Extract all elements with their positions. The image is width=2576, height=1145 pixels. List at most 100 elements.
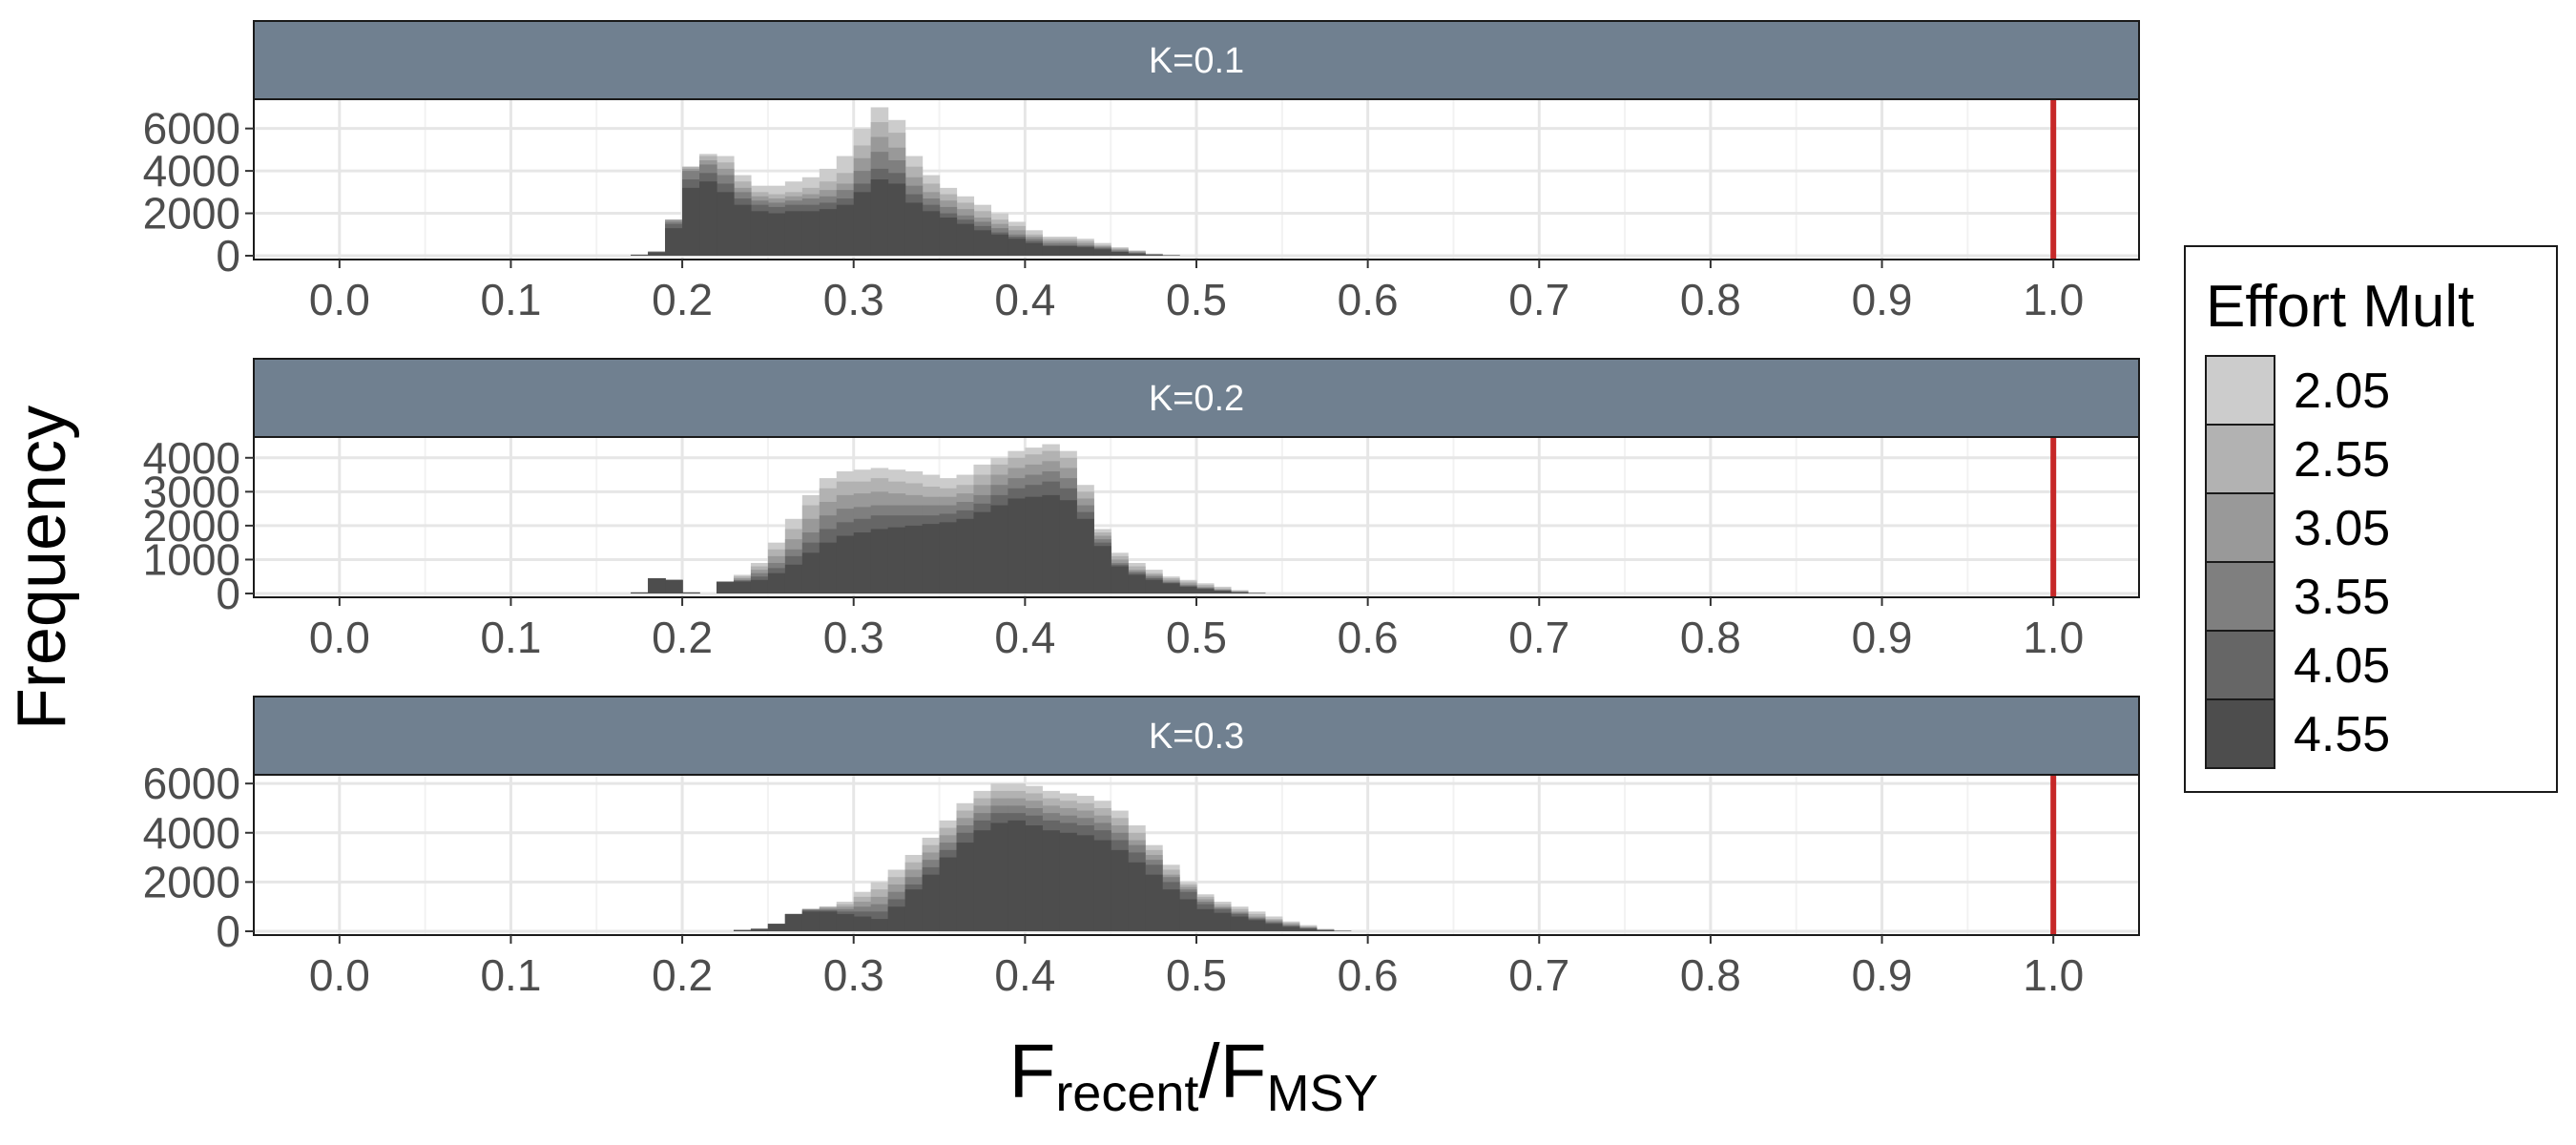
x-tick-label: 0.9 [1852, 950, 1913, 1000]
histogram-bar [1247, 920, 1266, 931]
histogram-bar [665, 228, 683, 256]
histogram-bar [990, 234, 1008, 256]
y-tick-label: 2000 [143, 501, 240, 551]
histogram-bar [1316, 929, 1335, 931]
histogram-bar [1128, 862, 1146, 931]
legend-swatch [2205, 355, 2275, 426]
x-tick-label: 0.1 [480, 613, 541, 662]
histogram-bar [801, 911, 821, 931]
facet-strip-label: K=0.2 [1149, 379, 1244, 419]
legend-swatch [2205, 424, 2275, 494]
histogram-bar [750, 211, 769, 256]
histogram-bar [1213, 912, 1232, 931]
histogram-bar [1145, 874, 1163, 931]
x-tick-label: 0.2 [652, 275, 713, 324]
histogram-bar [631, 255, 649, 256]
histogram-bar [922, 211, 941, 256]
facet-strip-label: K=0.1 [1149, 41, 1244, 81]
legend-swatch [2205, 630, 2275, 700]
histogram-bar [1076, 835, 1094, 931]
histogram-bar [733, 581, 752, 593]
histogram-bar [870, 179, 889, 256]
histogram-bar [1145, 255, 1163, 256]
x-tick-label: 0.6 [1338, 613, 1399, 662]
histogram-bar [973, 511, 992, 593]
histogram-bar [853, 532, 872, 593]
histogram-bar [853, 192, 872, 256]
histogram-bar [819, 542, 838, 593]
histogram-bar [767, 924, 786, 931]
x-axis-title-divider: / [1198, 1029, 1220, 1114]
histogram-bar [870, 919, 889, 931]
histogram-bar [750, 928, 769, 931]
histogram-bar [939, 218, 958, 256]
series-4.55 [733, 820, 1352, 931]
histogram-bar [1059, 832, 1077, 931]
x-tick-label: 1.0 [2023, 613, 2084, 662]
x-tick-label: 0.9 [1852, 275, 1913, 324]
x-axis-title-sub1: recent [1055, 1065, 1198, 1122]
histogram-bar [1145, 579, 1163, 593]
legend-swatch [2205, 561, 2275, 632]
y-tick-label: 0 [216, 231, 240, 281]
histogram-bar [1128, 574, 1146, 593]
x-tick-label: 1.0 [2023, 950, 2084, 1000]
x-tick-label: 0.2 [652, 950, 713, 1000]
histogram-bar [1179, 586, 1197, 593]
histogram-bar [819, 911, 838, 931]
x-tick-label: 0.0 [309, 275, 370, 324]
legend-swatch [2205, 698, 2275, 769]
histogram-bar [1281, 926, 1300, 931]
x-tick-label: 0.9 [1852, 613, 1913, 662]
x-tick-label: 0.6 [1338, 950, 1399, 1000]
legend-label: 4.05 [2294, 638, 2390, 694]
legend-label: 3.55 [2294, 570, 2390, 625]
histogram-bar [1059, 500, 1077, 593]
histogram-bar [733, 929, 752, 931]
histogram-bar [717, 192, 735, 256]
histogram-bar [1196, 589, 1215, 593]
histogram-bar [922, 524, 941, 593]
x-tick-label: 0.8 [1680, 275, 1741, 324]
x-axis-title: Frecent/FMSY [1008, 1029, 1378, 1122]
histogram-bar [836, 204, 855, 256]
facet-strip [253, 696, 2140, 776]
histogram-bar [682, 187, 700, 256]
histogram-bar [1264, 924, 1283, 931]
histogram-bar [665, 579, 683, 593]
histogram-bar [717, 581, 735, 593]
x-tick-label: 0.8 [1680, 950, 1741, 1000]
histogram-bar [1076, 518, 1094, 593]
histogram-bar [699, 181, 717, 256]
histogram-bar [784, 211, 803, 256]
histogram-bar [750, 579, 769, 593]
histogram-bar [1162, 889, 1180, 931]
legend-swatch [2205, 492, 2275, 563]
histogram-bar [1196, 908, 1215, 931]
histogram-bar [939, 857, 958, 931]
histogram-bar [1008, 239, 1026, 256]
histogram-bar [1008, 498, 1026, 593]
x-tick-label: 0.7 [1508, 950, 1569, 1000]
x-tick-label: 0.4 [994, 950, 1055, 1000]
series-4.55 [631, 179, 1180, 256]
x-tick-label: 0.0 [309, 613, 370, 662]
histogram-bar [1111, 252, 1129, 256]
x-tick-label: 0.3 [823, 950, 884, 1000]
histogram-bar [1025, 496, 1043, 593]
y-tick-label: 2000 [143, 857, 240, 906]
y-tick-label: 3000 [143, 467, 240, 516]
legend-items: 2.05 2.55 3.05 3.55 4.05 4.55 [2205, 355, 2390, 769]
y-tick-label: 4000 [143, 146, 240, 196]
x-tick-label: 0.5 [1166, 950, 1227, 1000]
y-tick-label: 2000 [143, 189, 240, 239]
legend-label: 2.05 [2294, 364, 2390, 419]
legend: Effort Mult 2.05 2.55 3.05 3.55 4.05 4.55 [2184, 245, 2558, 793]
histogram-bar [767, 213, 786, 256]
y-tick-label: 0 [216, 906, 240, 956]
y-tick-label: 4000 [143, 433, 240, 483]
histogram-bar [784, 564, 803, 593]
histogram-bar [1076, 247, 1094, 256]
